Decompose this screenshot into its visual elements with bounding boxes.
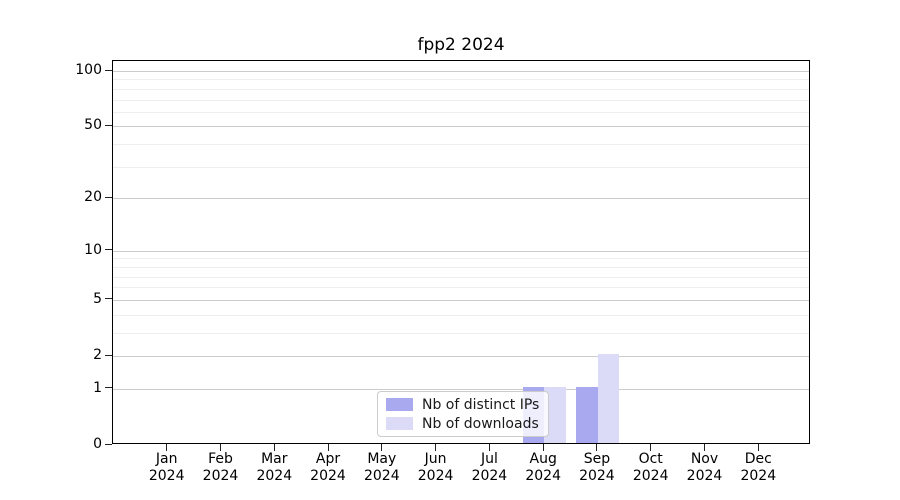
x-tick-year: 2024 [202,468,239,484]
y-tick-mark [105,249,112,251]
x-tick-mark [488,444,490,451]
y-tick-mark [105,443,112,445]
major-gridline [113,71,809,72]
bar-downloads [544,386,566,443]
y-tick-label: 100 [75,62,102,78]
x-tick-label: Dec 2024 [728,451,788,485]
x-tick-label: Mar 2024 [244,451,304,485]
x-tick-month: Dec [744,451,772,467]
plot-area [112,60,810,444]
x-tick-month: Jan [155,451,178,467]
minor-gridline [113,266,809,268]
x-tick-mark [273,444,275,451]
y-tick-mark [105,196,112,198]
minor-gridline [113,88,809,90]
x-tick-label: May 2024 [352,451,412,485]
legend-item-downloads: Nb of downloads [386,415,539,432]
x-tick-label: Oct 2024 [621,451,681,485]
x-tick-label: Nov 2024 [675,451,735,485]
x-tick-year: 2024 [686,468,723,484]
y-tick-label: 20 [84,189,102,206]
chart-title: fpp2 2024 [417,35,505,55]
y-tick-label: 10 [84,241,102,258]
x-tick-month: Sep [583,451,611,467]
y-tick-mark [105,124,112,126]
minor-gridline [113,332,809,334]
major-gridline [113,250,809,252]
x-tick-year: 2024 [310,468,346,484]
y-tick-mark [105,298,112,300]
minor-gridline [113,79,809,81]
x-tick-year: 2024 [471,468,508,484]
bar-distinct-ips [576,386,598,443]
minor-gridline [113,166,809,168]
x-tick-year: 2024 [363,468,400,484]
major-gridline [113,299,809,301]
y-tick-label: 5 [93,290,102,307]
x-tick-year: 2024 [256,468,293,484]
major-gridline [113,126,809,128]
x-tick-mark [435,444,437,451]
y-tick-mark [105,69,112,71]
x-tick-month: Mar [261,451,288,467]
minor-gridline [113,144,809,146]
x-tick-mark [381,444,383,451]
x-tick-year: 2024 [417,468,454,484]
x-tick-label: Apr 2024 [298,451,358,485]
x-tick-mark [327,444,329,451]
x-tick-year: 2024 [579,468,615,484]
x-tick-mark [220,444,221,451]
x-tick-mark [704,444,705,451]
x-tick-month: Jul [480,451,498,467]
x-tick-label: Sep 2024 [567,451,627,485]
x-tick-label: Aug 2024 [513,451,573,485]
y-tick-label: 2 [93,347,102,363]
x-tick-month: Apr [315,451,341,467]
x-tick-mark [650,444,652,451]
major-gridline [113,388,809,390]
y-tick-label: 50 [84,117,102,134]
x-tick-month: Jun [424,451,447,467]
y-tick-label: 0 [93,436,102,452]
major-gridline [113,356,809,357]
legend-swatch-distinct-ips-icon [386,398,413,411]
x-tick-mark [542,444,544,451]
x-tick-month: May [367,451,397,467]
x-tick-month: Feb [208,451,233,467]
legend-label-distinct-ips: Nb of distinct IPs [422,396,540,413]
x-tick-label: Feb 2024 [191,451,251,485]
y-tick-label: 1 [93,379,102,396]
minor-gridline [113,276,809,278]
legend-swatch-downloads-icon [386,417,413,430]
x-tick-label: Jan 2024 [137,451,197,485]
x-tick-mark [757,444,759,451]
x-tick-month: Aug [529,451,557,467]
x-tick-year: 2024 [740,468,777,484]
legend-label-downloads: Nb of downloads [422,415,539,432]
x-tick-year: 2024 [525,468,561,484]
x-tick-year: 2024 [632,468,669,484]
minor-gridline [113,258,809,260]
y-tick-mark [105,387,112,389]
minor-gridline [113,111,809,113]
x-tick-mark [596,444,598,451]
legend: Nb of distinct IPs Nb of downloads [377,391,550,437]
y-tick-mark [105,354,112,356]
minor-gridline [113,287,809,289]
x-tick-label: Jun 2024 [406,451,466,485]
x-tick-mark [166,444,168,451]
bar-downloads [597,354,620,443]
x-tick-month: Nov [690,451,719,467]
x-tick-label: Jul 2024 [459,451,519,485]
x-tick-month: Oct [638,451,663,467]
legend-item-distinct-ips: Nb of distinct IPs [386,396,540,413]
major-gridline [113,198,809,200]
minor-gridline [113,314,809,316]
x-tick-year: 2024 [148,468,185,484]
minor-gridline [113,99,809,101]
